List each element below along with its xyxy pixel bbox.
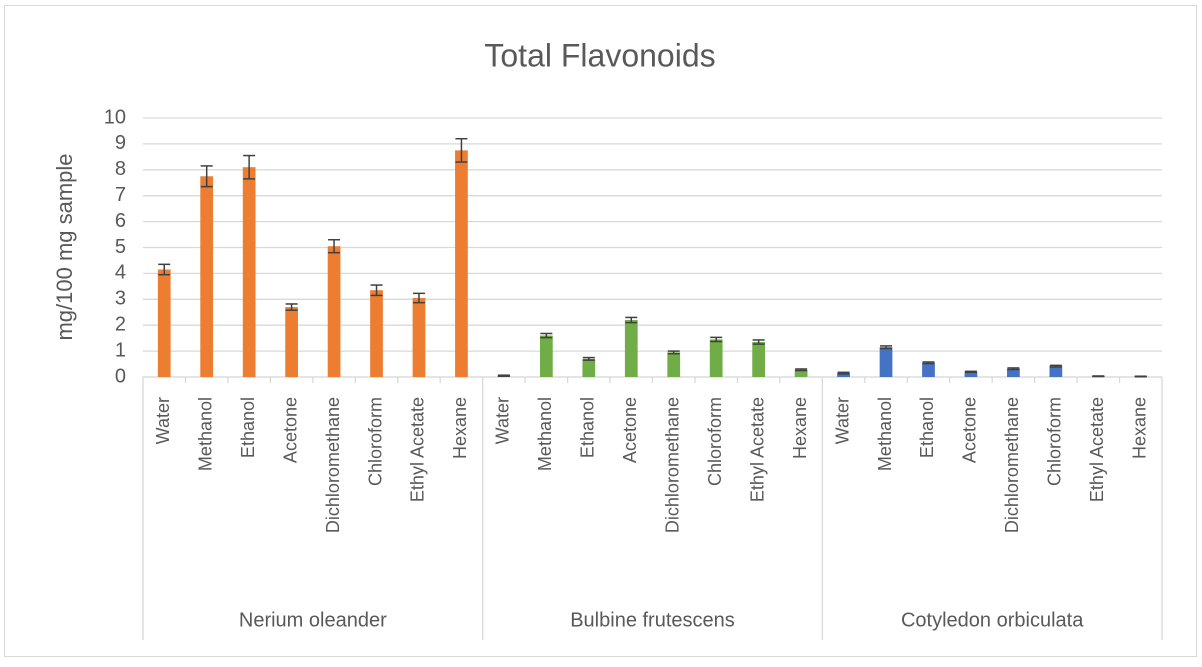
x-tick-label: Ethyl Acetate [1087,397,1107,502]
x-tick-label: Methanol [875,397,895,471]
bar [837,373,850,377]
x-tick-label: Ethyl Acetate [408,397,428,502]
y-tick-label: 5 [115,236,126,258]
x-tick-label: Hexane [450,397,470,459]
y-axis-title: mg/100 mg sample [52,153,77,340]
chart-title: Total Flavonoids [484,37,715,73]
x-tick-label: Chloroform [1045,397,1065,486]
bar [412,298,426,377]
x-tick-label: Ethanol [578,397,598,458]
x-tick-label: Chloroform [705,397,725,486]
x-tick-label: Water [832,397,852,444]
bar [1049,366,1063,377]
bar [752,342,766,377]
y-tick-label: 9 [115,132,126,154]
bar [709,339,723,377]
group-label: Nerium oleander [239,609,387,631]
bar [1007,368,1020,377]
bar [794,369,808,377]
bar [922,362,935,377]
bar [624,320,638,377]
bar [964,371,978,377]
y-tick-label: 4 [115,262,126,284]
x-tick-label: Methanol [535,397,555,471]
x-tick-label: Acetone [960,397,980,463]
x-tick-label: Water [493,397,513,444]
bar [285,307,298,377]
x-tick-label: Acetone [280,397,300,463]
bar [455,150,468,377]
bar [200,176,214,377]
x-tick-label: Hexane [790,397,810,459]
bar [879,347,893,377]
y-tick-label: 10 [104,106,126,128]
x-tick-label: Acetone [620,397,640,463]
group-label: Bulbine frutescens [570,609,735,631]
bar [582,358,596,377]
bar [370,290,383,377]
y-tick-label: 7 [115,184,126,206]
y-tick-label: 0 [115,365,126,387]
group-label: Cotyledon orbiculata [901,609,1084,631]
y-tick-label: 6 [115,210,126,232]
y-tick-label: 3 [115,288,126,310]
x-tick-label: Water [153,397,173,444]
x-tick-label: Dichloromethane [1002,397,1022,533]
x-tick-label: Dichloromethane [662,397,682,533]
y-tick-label: 8 [115,158,126,180]
bar [667,352,681,377]
chart-frame [4,5,1197,657]
bar [157,269,171,377]
x-tick-label: Dichloromethane [323,397,343,533]
x-tick-label: Ethyl Acetate [747,397,767,502]
bar [242,167,256,377]
x-tick-label: Hexane [1130,397,1150,459]
x-tick-label: Methanol [195,397,215,471]
x-tick-label: Chloroform [365,397,385,486]
y-tick-label: 1 [115,339,126,361]
y-tick-label: 2 [115,313,126,335]
bar [327,246,341,377]
x-tick-label: Ethanol [238,397,258,458]
x-tick-label: Ethanol [917,397,937,458]
bar [539,335,553,377]
